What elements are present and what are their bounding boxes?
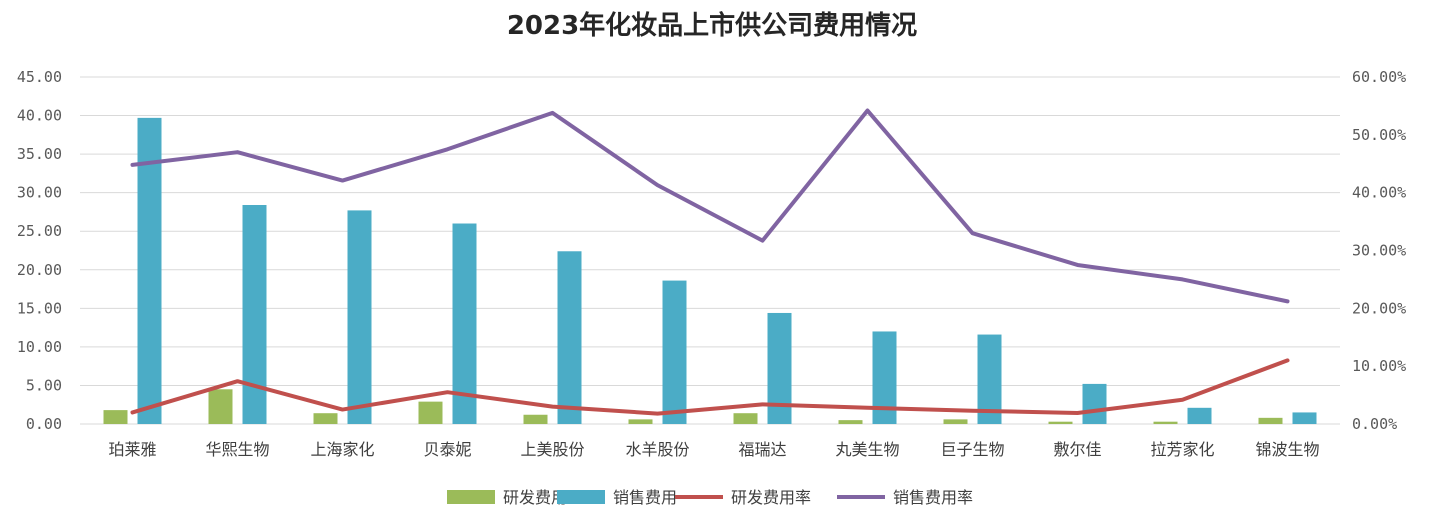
- left-tick-label: 35.00: [17, 145, 62, 163]
- bar-rd-2: [313, 413, 338, 424]
- category-label: 水羊股份: [625, 440, 689, 459]
- series-line-1: [130, 108, 1290, 304]
- left-tick-label: 15.00: [17, 299, 62, 317]
- left-tick-label: 45.00: [17, 68, 62, 86]
- bar-rd-11: [1258, 417, 1283, 424]
- right-tick-label: 30.00%: [1352, 242, 1406, 260]
- left-tick-label: 10.00: [17, 338, 62, 356]
- bar-sales-1: [242, 205, 267, 424]
- bar-rd-6: [733, 413, 758, 424]
- grid-lines: [80, 76, 1340, 425]
- legend-swatch: [557, 490, 605, 504]
- bars: [103, 117, 1317, 424]
- left-tick-label: 40.00: [17, 107, 62, 125]
- chart-title: 2023年化妆品上市供公司费用情况: [507, 10, 917, 41]
- legend-label: 研发费用率: [731, 488, 811, 507]
- left-axis: 0.00 5.00 10.00 15.00 20.00 25.00 30.00 35.00 40…: [17, 68, 62, 433]
- bar-sales-10: [1187, 407, 1212, 424]
- category-label: 锦波生物: [1255, 440, 1319, 459]
- bar-rd-5: [628, 419, 653, 424]
- category-labels: 珀莱雅 华熙生物 上海家化 贝泰妮 上美股份 水羊股份 福瑞达 丸美生物 巨子生物 敷尔佳 拉芳家化…: [108, 440, 1319, 459]
- lines: [130, 108, 1290, 416]
- category-label: 福瑞达: [738, 440, 786, 459]
- bar-rd-8: [943, 419, 968, 424]
- bar-rd-10: [1153, 421, 1178, 424]
- legend-swatch: [447, 490, 495, 504]
- bar-rd-1: [208, 389, 233, 424]
- category-label: 拉芳家化: [1150, 440, 1214, 459]
- right-tick-label: 10.00%: [1352, 357, 1406, 375]
- bar-sales-2: [347, 210, 372, 424]
- right-tick-label: 0.00%: [1352, 415, 1397, 433]
- left-tick-label: 5.00: [26, 376, 62, 394]
- category-label: 华熙生物: [205, 440, 269, 459]
- category-label: 上海家化: [310, 440, 374, 459]
- left-tick-label: 20.00: [17, 261, 62, 279]
- bar-sales-3: [452, 223, 477, 424]
- legend: 研发费用 销售费用 研发费用率 销售费用率: [447, 488, 973, 507]
- bar-sales-11: [1292, 412, 1317, 424]
- legend-label: 销售费用: [613, 488, 677, 507]
- category-label: 贝泰妮: [423, 440, 471, 459]
- category-label: 上美股份: [520, 440, 584, 459]
- bar-rd-0: [103, 410, 128, 424]
- right-tick-label: 20.00%: [1352, 299, 1406, 317]
- bar-rd-9: [1048, 421, 1073, 424]
- category-label: 敷尔佳: [1053, 440, 1101, 459]
- bar-sales-0: [137, 117, 162, 424]
- bar-sales-6: [767, 312, 792, 424]
- series-line-0: [130, 358, 1290, 416]
- left-tick-label: 25.00: [17, 222, 62, 240]
- right-axis: 0.00% 10.00% 20.00% 30.00% 40.00% 50.00% 60.00…: [1352, 68, 1406, 433]
- category-label: 巨子生物: [940, 440, 1004, 459]
- bar-sales-4: [557, 251, 582, 424]
- bar-sales-9: [1082, 383, 1107, 424]
- right-tick-label: 40.00%: [1352, 184, 1406, 202]
- category-label: 丸美生物: [835, 440, 899, 459]
- bar-rd-3: [418, 401, 443, 424]
- legend-label: 销售费用率: [893, 488, 973, 507]
- left-tick-label: 30.00: [17, 184, 62, 202]
- right-tick-label: 60.00%: [1352, 68, 1406, 86]
- right-tick-label: 50.00%: [1352, 126, 1406, 144]
- bar-rd-4: [523, 414, 548, 424]
- category-label: 珀莱雅: [108, 440, 156, 459]
- legend-label: 研发费用: [503, 488, 567, 507]
- left-tick-label: 0.00: [26, 415, 62, 433]
- bar-sales-5: [662, 280, 687, 424]
- bar-rd-7: [838, 420, 863, 424]
